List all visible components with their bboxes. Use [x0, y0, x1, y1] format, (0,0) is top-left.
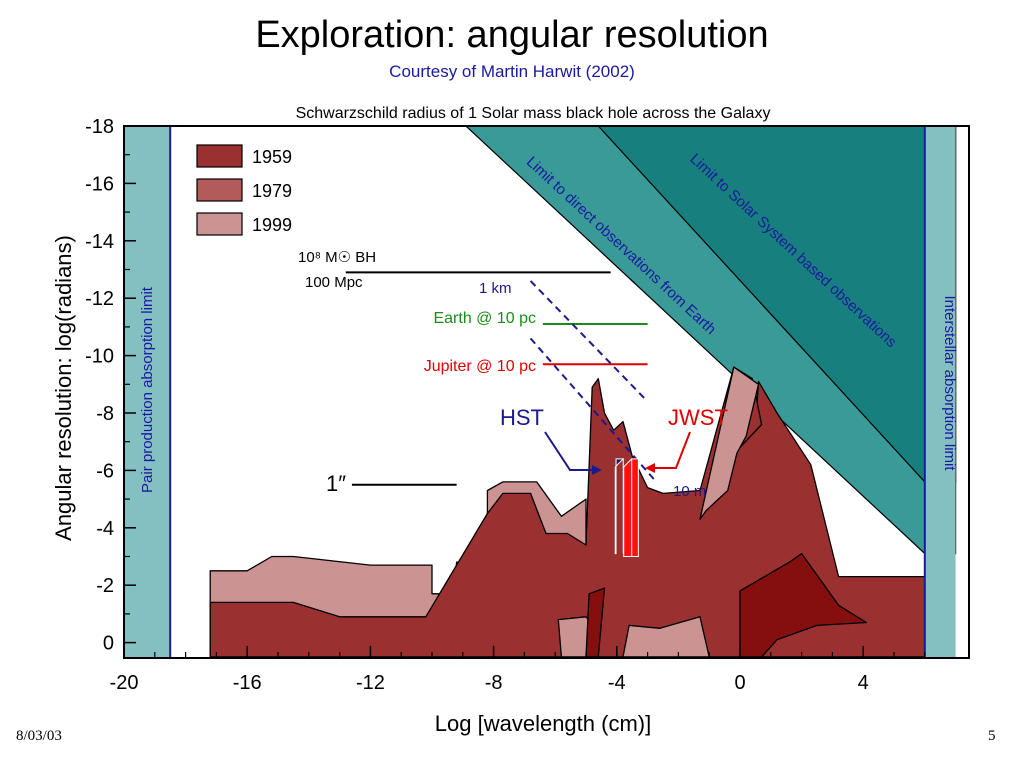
legend-label-1979: 1979	[252, 181, 292, 201]
x-tick-label: -16	[233, 672, 262, 694]
legend-swatch-1979	[196, 178, 243, 202]
label-earth: Earth @ 10 pc	[433, 310, 536, 327]
y-tick-label: -18	[85, 116, 114, 138]
x-tick-label: 0	[734, 672, 745, 694]
y-tick-label: -10	[85, 346, 114, 368]
label-10m: 10 m	[673, 483, 706, 500]
label-hst: HST	[500, 405, 544, 430]
arrowhead-hst	[592, 465, 602, 475]
x-axis-label: Log [wavelength (cm)]	[435, 711, 651, 736]
x-tick-label: -4	[608, 672, 626, 694]
arrow-hst	[544, 431, 600, 471]
slide-subtitle: Courtesy of Martin Harwit (2002)	[389, 62, 635, 81]
legend-swatch-1999	[196, 212, 243, 236]
legend-swatch-1959	[196, 144, 243, 168]
y-tick-label: -6	[96, 460, 114, 482]
footer-date: 8/03/03	[16, 728, 62, 744]
x-tick-label: 4	[858, 672, 869, 694]
label-jupiter: Jupiter @ 10 pc	[424, 358, 536, 375]
y-axis-label: Angular resolution: log(radians)	[51, 235, 76, 541]
instrument-hst	[614, 458, 625, 555]
legend-label-1999: 1999	[252, 215, 292, 235]
band-label-pair-production: Pair production absorption limit	[139, 286, 156, 493]
y-tick-label: -16	[85, 173, 114, 195]
y-tick-label: -12	[85, 288, 114, 310]
area-1999-radio	[622, 616, 710, 658]
x-tick-label: -8	[485, 672, 503, 694]
arrowhead-jwst	[645, 463, 655, 473]
y-tick-label: -8	[96, 403, 114, 425]
label-jwst: JWST	[668, 405, 728, 430]
dashed-line-1-km	[529, 280, 649, 403]
label-1km: 1 km	[479, 280, 512, 297]
legend-label-1959: 1959	[252, 147, 292, 167]
area-1959	[585, 587, 606, 658]
band-pair-production-absorption-limit	[124, 126, 171, 658]
y-tick-label: 0	[103, 633, 114, 655]
y-tick-label: -2	[96, 575, 114, 597]
chart-title: Schwarzschild radius of 1 Solar mass bla…	[296, 105, 771, 122]
instrument-jwst	[623, 458, 639, 557]
page-number: 5	[988, 728, 996, 744]
x-tick-label: -20	[110, 672, 139, 694]
label-bh: 10⁸ M☉ BH	[298, 249, 376, 266]
label-bh-distance: 100 Mpc	[305, 274, 363, 291]
label-arcsecond: 1″	[326, 471, 346, 496]
y-tick-label: -4	[96, 518, 114, 540]
arrow-jwst	[648, 431, 691, 469]
x-tick-label: -12	[356, 672, 385, 694]
y-tick-label: -14	[85, 231, 114, 253]
band-interstellar-absorption-limit	[924, 126, 956, 658]
area-1999-upper	[699, 366, 760, 520]
area-1959-radio	[739, 552, 867, 658]
plot-frame	[123, 125, 970, 659]
slide-title: Exploration: angular resolution	[255, 14, 769, 56]
band-label-interstellar: Interstellar absorption limit	[941, 295, 958, 471]
